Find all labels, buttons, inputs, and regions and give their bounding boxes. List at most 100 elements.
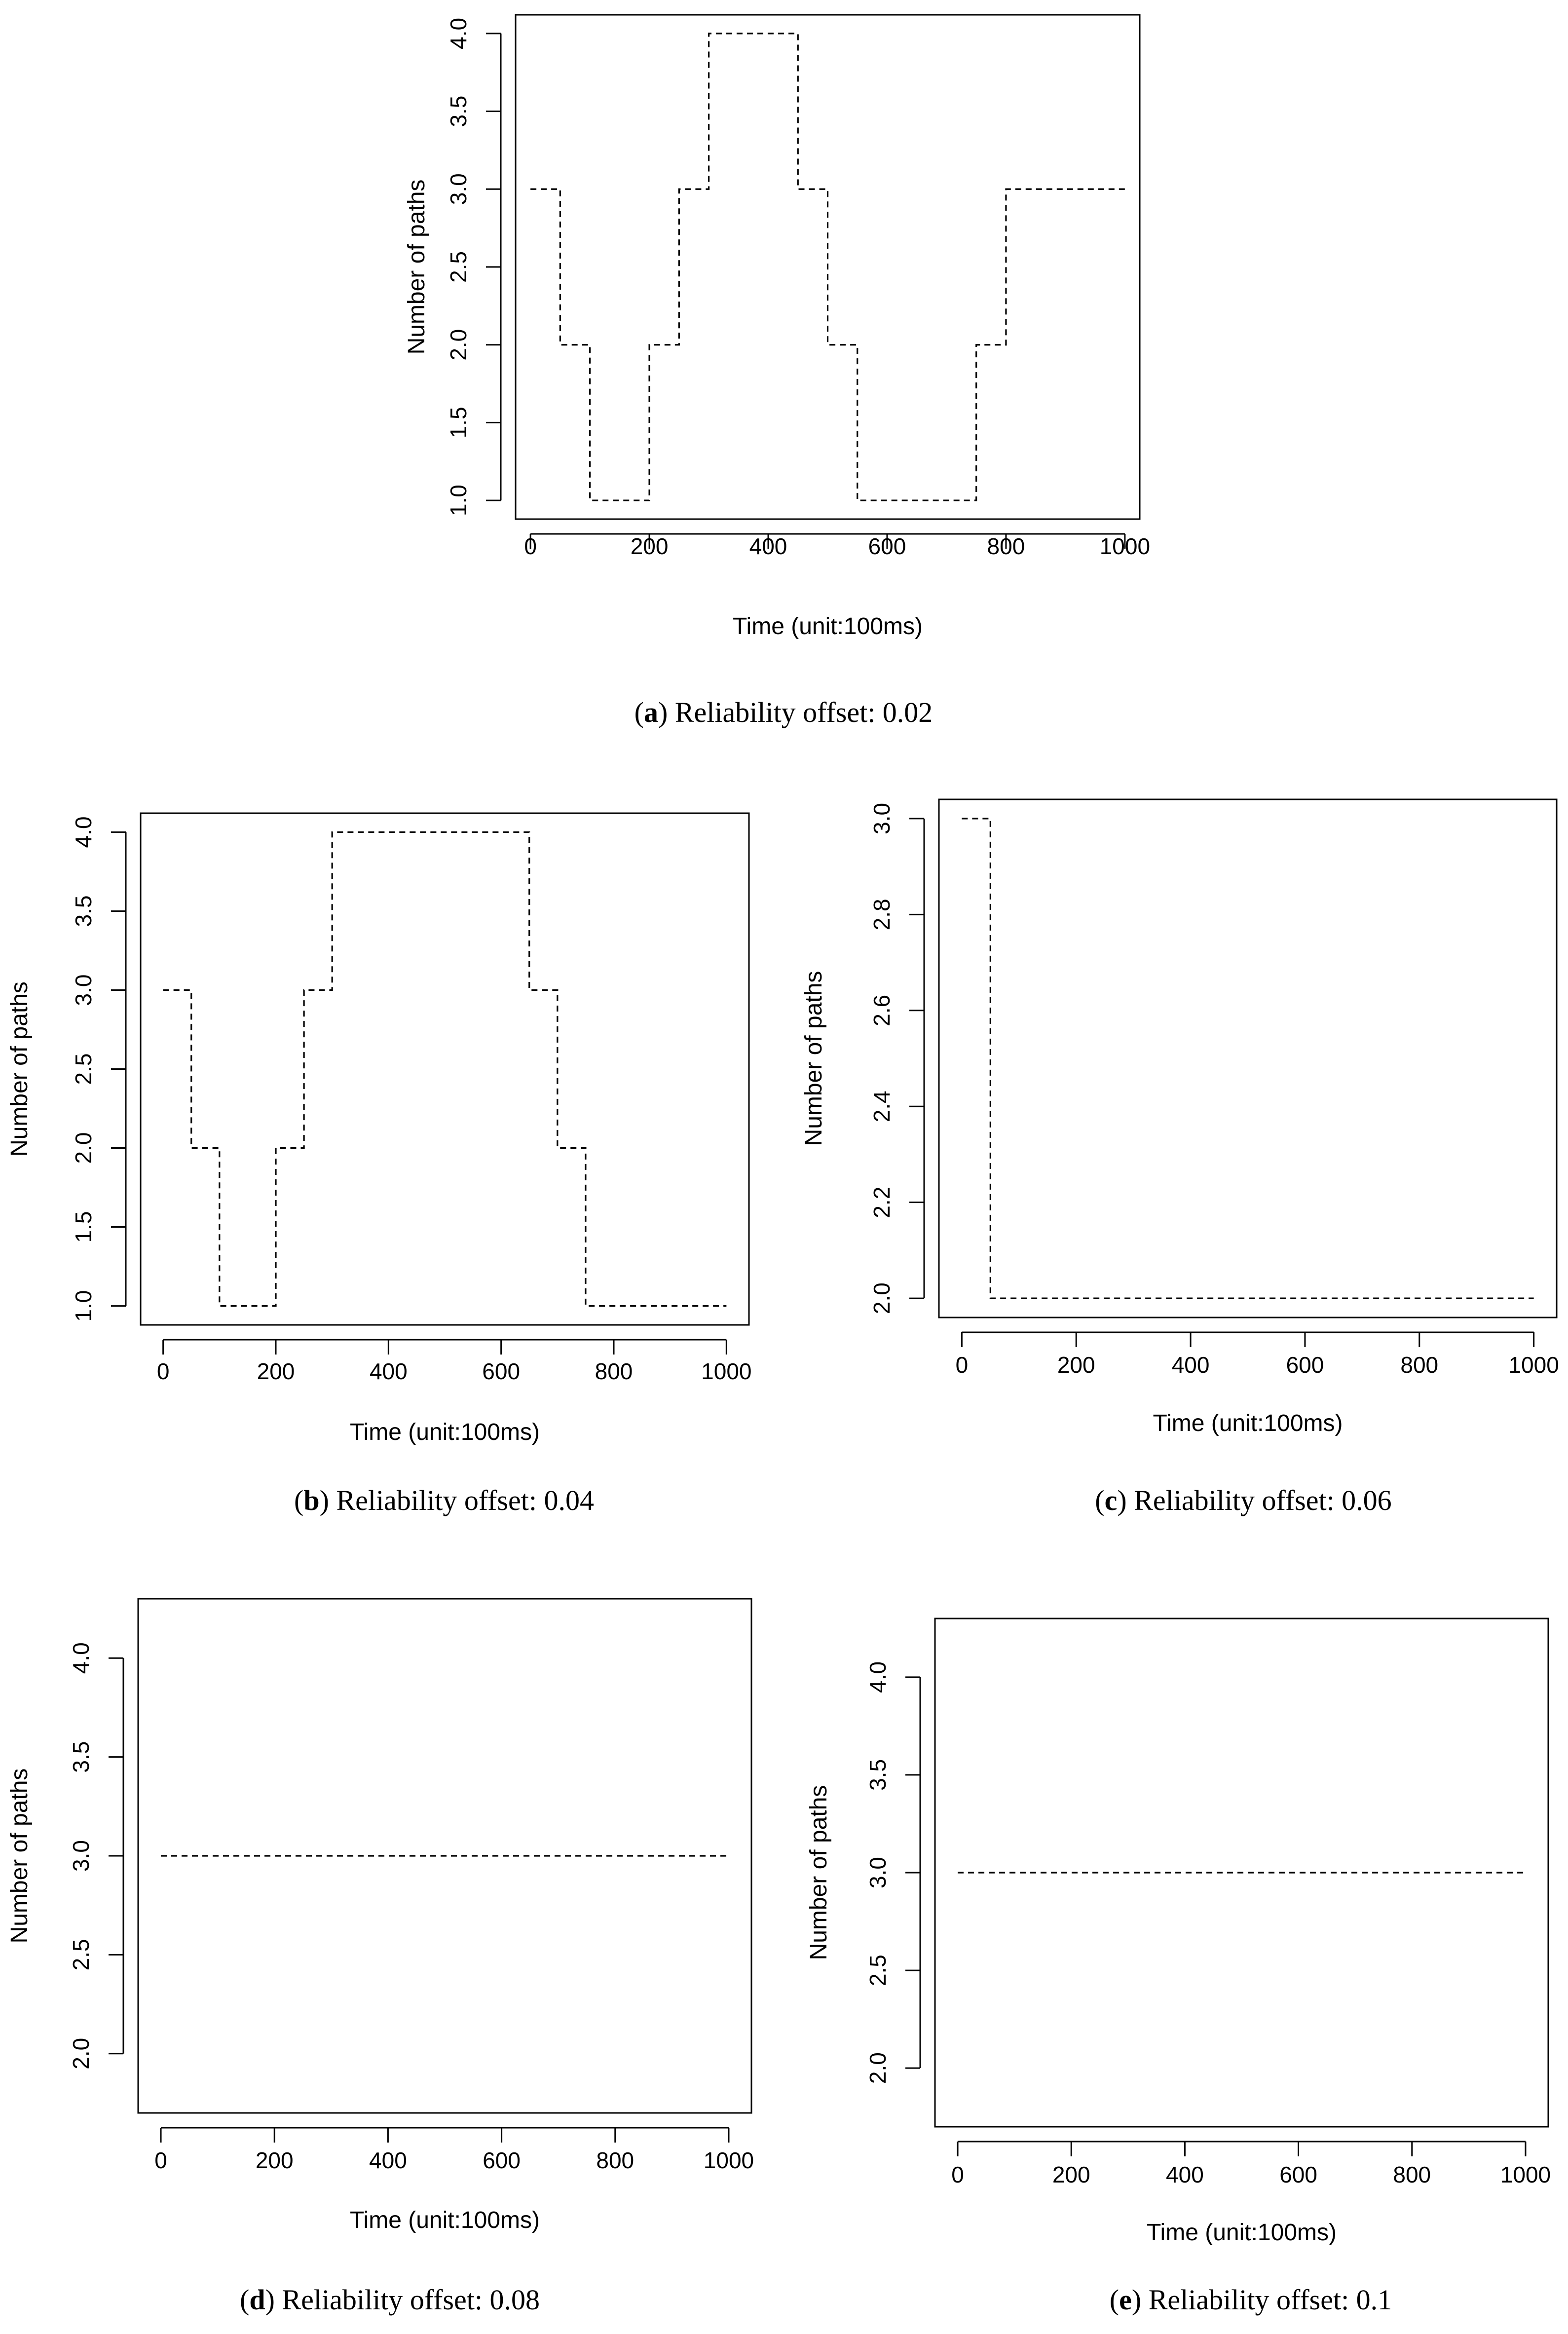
x-axis-label: Time (unit:100ms) bbox=[1153, 1410, 1343, 1436]
y-tick-label: 3.5 bbox=[71, 895, 96, 927]
y-tick-label: 2.5 bbox=[865, 1955, 891, 1986]
x-tick-label: 600 bbox=[1279, 2162, 1317, 2187]
y-tick-label: 2.5 bbox=[446, 251, 471, 283]
x-tick-label: 600 bbox=[1286, 1352, 1324, 1378]
y-tick-label: 1.0 bbox=[446, 485, 471, 516]
x-tick-label: 200 bbox=[257, 1358, 295, 1384]
x-tick-label: 0 bbox=[951, 2162, 964, 2187]
y-tick-label: 1.5 bbox=[446, 407, 471, 438]
chart-panel-b: 0 200 400 600 800 1000 1.0 1.5 2.0 2.5 3.0 3.5 4.0 Ti… bbox=[6, 813, 752, 1516]
y-axis-label: Number of paths bbox=[806, 1785, 832, 1960]
data-point bbox=[857, 499, 859, 501]
y-axis-label: Number of paths bbox=[404, 180, 430, 355]
y-axis-label: Number of paths bbox=[801, 971, 827, 1146]
x-tick-label: 800 bbox=[1400, 1352, 1438, 1378]
caption-letter: d bbox=[249, 2284, 265, 2316]
x-tick-label: 1000 bbox=[704, 2147, 754, 2173]
y-tick-label: 2.5 bbox=[71, 1054, 96, 1085]
chart-panel-c: 0 200 400 600 800 1000 2.0 2.2 2.4 2.6 2.8 3.0 Time … bbox=[801, 799, 1559, 1516]
data-point bbox=[619, 499, 621, 501]
plot-frame bbox=[939, 799, 1557, 1318]
caption: (d) Reliability offset: 0.08 bbox=[240, 2284, 540, 2316]
caption-text: Reliability offset: 0.08 bbox=[282, 2284, 539, 2316]
data-point bbox=[1525, 1872, 1527, 1874]
x-tick-label: 0 bbox=[154, 2147, 167, 2173]
caption: (b) Reliability offset: 0.04 bbox=[294, 1484, 594, 1516]
data-point bbox=[589, 499, 591, 501]
y-tick-label: 2.4 bbox=[869, 1091, 895, 1122]
data-point bbox=[219, 1305, 221, 1307]
x-tick-label: 600 bbox=[482, 1358, 520, 1384]
caption: (c) Reliability offset: 0.06 bbox=[1095, 1484, 1391, 1516]
caption-text: Reliability offset: 0.04 bbox=[336, 1484, 594, 1516]
data-point bbox=[559, 344, 561, 346]
y-tick-label: 2.2 bbox=[869, 1187, 895, 1218]
x-tick-label: 200 bbox=[1052, 2162, 1090, 2187]
data-point bbox=[415, 831, 417, 833]
caption-letter: e bbox=[1119, 2284, 1132, 2316]
caption-letter: b bbox=[303, 1484, 319, 1516]
x-tick-label: 400 bbox=[369, 2147, 407, 2173]
chart-panel-e: 0 200 400 600 800 1000 2.0 2.5 3.0 3.5 4.0 Time (un… bbox=[806, 1619, 1551, 2316]
figure: 0 200 400 600 800 1000 1.0 1.5 2.0 2.5 3.0 3.5 4.0 Ti… bbox=[0, 0, 1568, 2334]
x-tick-label: 200 bbox=[256, 2147, 294, 2173]
y-tick-label: 2.8 bbox=[869, 899, 895, 930]
data-point bbox=[500, 831, 502, 833]
y-tick-label: 2.0 bbox=[68, 2038, 94, 2070]
y-tick-label: 3.0 bbox=[71, 974, 96, 1006]
chart-panel-d: 0 200 400 600 800 1000 2.0 2.5 3.0 3.5 4.0 Time (un… bbox=[6, 1599, 754, 2316]
caption-text: Reliability offset: 0.06 bbox=[1134, 1484, 1391, 1516]
y-tick-label: 4.0 bbox=[68, 1642, 94, 1674]
y-tick-label: 1.0 bbox=[71, 1290, 96, 1322]
x-tick-label: 400 bbox=[1166, 2162, 1204, 2187]
caption-letter: c bbox=[1105, 1484, 1118, 1516]
x-tick-label: 400 bbox=[749, 533, 787, 559]
y-tick-label: 2.0 bbox=[71, 1132, 96, 1164]
y-tick-label: 2.6 bbox=[869, 995, 895, 1026]
plot-frame bbox=[141, 813, 749, 1325]
caption: (a) Reliability offset: 0.02 bbox=[635, 696, 933, 728]
data-point bbox=[585, 1305, 587, 1307]
data-point bbox=[669, 1305, 671, 1307]
x-tick-label: 600 bbox=[483, 2147, 521, 2173]
x-tick-label: 1000 bbox=[1500, 2162, 1551, 2187]
y-tick-label: 3.0 bbox=[68, 1840, 94, 1872]
x-tick-label: 0 bbox=[157, 1358, 170, 1384]
y-tick-label: 3.5 bbox=[68, 1741, 94, 1773]
y-tick-label: 4.0 bbox=[865, 1661, 891, 1693]
data-point bbox=[1064, 188, 1066, 190]
x-axis-label: Time (unit:100ms) bbox=[1147, 2220, 1337, 2246]
x-tick-label: 800 bbox=[987, 533, 1025, 559]
x-tick-label: 600 bbox=[868, 533, 906, 559]
caption-letter: a bbox=[644, 696, 658, 728]
y-tick-label: 2.0 bbox=[869, 1282, 895, 1314]
caption: (e) Reliability offset: 0.1 bbox=[1110, 2284, 1392, 2316]
data-point bbox=[827, 344, 829, 346]
x-tick-label: 400 bbox=[1172, 1352, 1210, 1378]
x-tick-label: 200 bbox=[631, 533, 669, 559]
x-tick-label: 800 bbox=[596, 2147, 634, 2173]
data-point bbox=[1094, 188, 1096, 190]
x-tick-label: 0 bbox=[524, 533, 537, 559]
chart-panel-a: 0 200 400 600 800 1000 1.0 1.5 2.0 2.5 3.0 3.5 4.0 Ti… bbox=[404, 15, 1150, 728]
caption-text: Reliability offset: 0.02 bbox=[675, 696, 933, 728]
caption-text: Reliability offset: 0.1 bbox=[1149, 2284, 1392, 2316]
y-tick-label: 4.0 bbox=[446, 18, 471, 49]
x-axis-label: Time (unit:100ms) bbox=[350, 2207, 540, 2233]
series-line bbox=[962, 819, 1533, 1298]
y-tick-label: 4.0 bbox=[71, 816, 96, 848]
x-tick-label: 1000 bbox=[1508, 1352, 1559, 1378]
y-tick-label: 1.5 bbox=[71, 1211, 96, 1243]
y-tick-label: 2.5 bbox=[68, 1939, 94, 1970]
data-point bbox=[557, 1147, 559, 1149]
x-tick-label: 800 bbox=[595, 1358, 633, 1384]
y-axis-label: Number of paths bbox=[6, 1769, 33, 1944]
y-tick-label: 3.0 bbox=[869, 803, 895, 834]
data-point bbox=[528, 989, 530, 991]
x-tick-label: 400 bbox=[370, 1358, 408, 1384]
y-tick-label: 2.0 bbox=[865, 2052, 891, 2084]
y-axis-label: Number of paths bbox=[6, 981, 33, 1157]
y-tick-label: 3.0 bbox=[865, 1857, 891, 1888]
x-tick-label: 800 bbox=[1393, 2162, 1431, 2187]
x-tick-label: 1000 bbox=[1100, 533, 1150, 559]
